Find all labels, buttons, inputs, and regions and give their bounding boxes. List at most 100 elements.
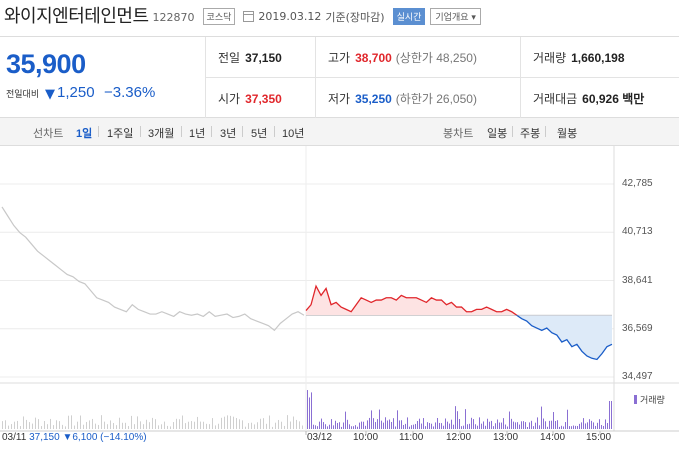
volume-bar [413, 424, 414, 429]
volume-bar [8, 425, 9, 429]
volume-bar [511, 418, 512, 429]
tab-daily[interactable]: 일봉 [487, 128, 508, 140]
divider [205, 37, 206, 119]
x-tick-label: 11:00 [399, 432, 424, 443]
change-label: 전일대비 [6, 90, 40, 100]
volume-bar [98, 424, 99, 429]
volume-bar [293, 416, 294, 429]
volume-bar [245, 426, 246, 429]
company-info-label: 기업개요 [435, 13, 469, 23]
stat-low: 저가 35,250 (하한가 26,050) [328, 92, 477, 106]
tab-1w[interactable]: 1주일 [107, 128, 134, 140]
volume-bar [239, 419, 240, 429]
y-tick-label: 42,785 [622, 178, 653, 189]
volume-bar [463, 425, 464, 429]
volume-bar [455, 406, 456, 429]
volume-bar [595, 425, 596, 429]
volume-bar [309, 397, 310, 429]
volume-bar [497, 419, 498, 429]
volume-bar [365, 425, 366, 429]
volume-bar [59, 421, 60, 429]
volume-bar [395, 426, 396, 429]
volume-bar [447, 421, 448, 429]
volume-bar [453, 424, 454, 429]
volume-bar [319, 421, 320, 429]
volume-bar [287, 415, 288, 429]
volume-bar [419, 418, 420, 429]
volume-bar [371, 410, 372, 429]
volume-bar [20, 426, 21, 429]
volume-bar [188, 421, 189, 429]
volume-bar [137, 416, 138, 429]
volume-bar [389, 419, 390, 429]
tab-1y[interactable]: 1년 [189, 128, 206, 140]
volume-bar [74, 425, 75, 429]
tab-monthly[interactable]: 월봉 [557, 128, 578, 140]
volume-bar [331, 419, 332, 429]
volume-bar [327, 426, 328, 429]
volume-bar [35, 417, 36, 429]
volume-bar [101, 415, 102, 429]
volume-bar [233, 416, 234, 429]
volume-bar [553, 412, 554, 429]
volume-bar [116, 425, 117, 429]
volume-bar [515, 422, 516, 429]
volume-bar [501, 422, 502, 429]
volume-bar [209, 424, 210, 429]
prev-day-line [1, 206, 305, 332]
realtime-button[interactable]: 실시간 [392, 8, 426, 25]
volume-bar [381, 420, 382, 429]
tab-weekly[interactable]: 주봉 [520, 128, 541, 140]
volume-bar [333, 425, 334, 429]
volume-bar [329, 424, 330, 429]
volume-bar [609, 401, 610, 429]
volume-bar [541, 406, 542, 429]
volume-bar [563, 426, 564, 429]
volume-bar [164, 421, 165, 429]
volume-bar [224, 416, 225, 429]
tab-3y[interactable]: 3년 [220, 128, 237, 140]
volume-bar [545, 421, 546, 429]
tab-3m[interactable]: 3개월 [148, 128, 175, 140]
volume-bar [549, 420, 550, 429]
volume-bar [517, 422, 518, 429]
x-tick-label: 13:00 [493, 432, 519, 443]
tab-10y[interactable]: 10년 [282, 128, 305, 140]
volume-bar [461, 426, 462, 429]
volume-bar [5, 420, 6, 429]
volume-bar [429, 422, 430, 429]
volume-bar [599, 419, 600, 429]
volume-bar [443, 425, 444, 429]
volume-bar [275, 422, 276, 429]
volume-bar [149, 422, 150, 429]
volume-bar [575, 425, 576, 429]
volume-bar [565, 422, 566, 429]
volume-bar [281, 421, 282, 429]
volume-bar [503, 418, 504, 429]
y-tick-label: 36,569 [622, 323, 653, 334]
volume-bar [557, 420, 558, 429]
volume-bar [355, 425, 356, 429]
company-info-dropdown[interactable]: 기업개요 ▾ [430, 8, 481, 25]
volume-bar [341, 426, 342, 429]
volume-bar [375, 422, 376, 429]
volume-bar [507, 426, 508, 429]
volume-bar [203, 421, 204, 429]
volume-bar [146, 419, 147, 429]
volume-bar [339, 422, 340, 429]
prev-change: ▼6,100 [62, 432, 98, 443]
volume-bar [555, 421, 556, 429]
price-chart[interactable] [0, 146, 679, 449]
tab-1d[interactable]: 1일 [76, 128, 93, 140]
volume-bar [537, 417, 538, 429]
tab-5y[interactable]: 5년 [251, 128, 268, 140]
volume-bar [325, 424, 326, 429]
volume-bar [80, 415, 81, 429]
volume-bar [509, 411, 510, 429]
volume-bar [315, 425, 316, 429]
x-tick-label: 10:00 [353, 432, 379, 443]
volume-bar [435, 422, 436, 429]
volume-bar [471, 417, 472, 429]
volume-bar [485, 425, 486, 429]
volume-bar [263, 418, 264, 429]
